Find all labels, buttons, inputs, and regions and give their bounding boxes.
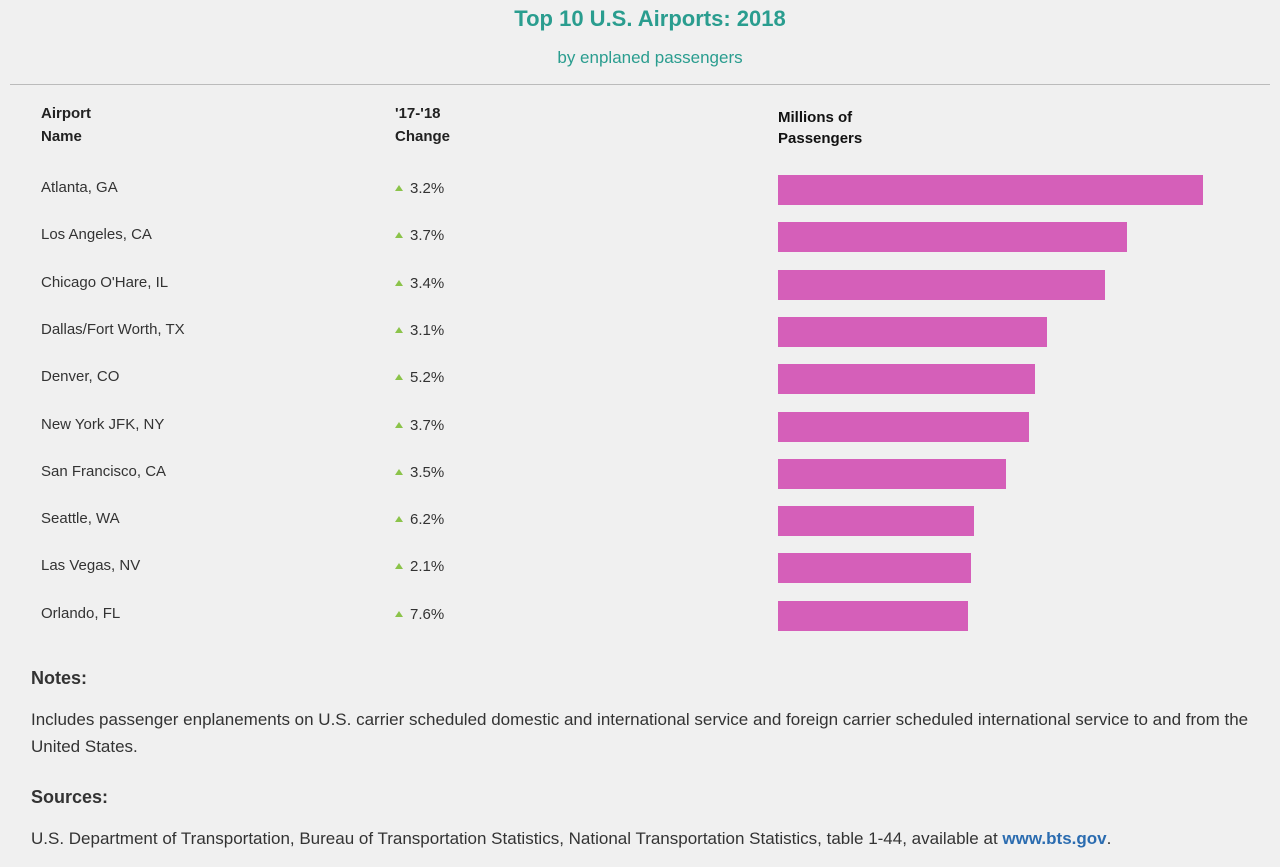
- change-cell: 3.2%: [395, 180, 444, 197]
- up-triangle-icon: [395, 610, 403, 617]
- notes-text: Includes passenger enplanements on U.S. …: [31, 710, 1249, 756]
- up-triangle-icon: [395, 185, 403, 191]
- chart-title: Top 10 U.S. Airports: 2018: [514, 6, 786, 31]
- table-row: New York JFK, NY 3.7%: [0, 411, 1280, 442]
- table-row: Atlanta, GA 3.2%: [0, 175, 1280, 205]
- passenger-bar: [778, 269, 1105, 300]
- change-cell: 3.4%: [395, 275, 444, 292]
- chart-rows: Atlanta, GA 3.2% Los Angeles, CA 3.7% Chicag…: [0, 175, 1280, 631]
- change-value: 3.2%: [410, 180, 445, 197]
- column-header-millions-line1: Millions of: [778, 109, 853, 126]
- table-row: Orlando, FL 7.6%: [0, 600, 1280, 631]
- column-header-change: '17-'18 Change: [395, 102, 515, 148]
- passenger-bar: [778, 458, 1006, 489]
- change-value: 5.2%: [410, 369, 445, 387]
- passenger-bar: [778, 600, 969, 631]
- column-header-airport: Airport Name: [41, 102, 161, 148]
- change-value: 2.1%: [410, 558, 445, 576]
- change-value: 6.2%: [410, 511, 445, 529]
- divider: [10, 84, 1270, 85]
- column-header-millions: Millions of Passengers: [778, 107, 938, 149]
- notes-heading: Notes:: [31, 668, 88, 688]
- change-value: 3.4%: [410, 274, 445, 292]
- airport-name: Chicago O'Hare, IL: [41, 273, 169, 291]
- airport-name: Las Vegas, NV: [41, 557, 141, 575]
- table-row: Los Angeles, CA 3.7%: [0, 222, 1280, 253]
- passenger-bar: [778, 222, 1127, 253]
- airport-name: Orlando, FL: [41, 604, 121, 622]
- change-cell: 2.1%: [395, 558, 444, 575]
- passenger-bar: [778, 175, 1204, 205]
- airport-name: Dallas/Fort Worth, TX: [41, 320, 185, 338]
- change-cell: 6.2%: [395, 511, 444, 528]
- airport-name: New York JFK, NY: [41, 415, 165, 433]
- up-triangle-icon: [395, 374, 403, 381]
- column-header-change-line2: Change: [395, 128, 451, 145]
- change-cell: 3.7%: [395, 417, 444, 434]
- up-triangle-icon: [395, 516, 403, 523]
- change-cell: 3.1%: [395, 322, 444, 339]
- airport-name: Los Angeles, CA: [41, 226, 152, 244]
- up-triangle-icon: [395, 232, 403, 239]
- change-value: 3.7%: [410, 227, 445, 245]
- airport-name: Seattle, WA: [41, 510, 120, 528]
- sources-heading: Sources:: [31, 787, 109, 807]
- column-header-change-line1: '17-'18: [395, 105, 441, 122]
- change-value: 3.1%: [410, 321, 445, 339]
- up-triangle-icon: [395, 468, 403, 475]
- change-cell: 7.6%: [395, 606, 444, 623]
- sources-end: .: [1106, 829, 1112, 848]
- sources-text: U.S. Department of Transportation, Burea…: [31, 825, 1271, 852]
- change-value: 3.5%: [410, 463, 445, 481]
- table-row: Denver, CO 5.2%: [0, 364, 1280, 395]
- passenger-bar: [778, 364, 1036, 395]
- airport-name: San Francisco, CA: [41, 462, 167, 480]
- column-header-airport-line1: Airport: [41, 105, 91, 122]
- change-cell: 5.2%: [395, 369, 444, 386]
- bts-link[interactable]: www.bts.gov: [1002, 829, 1107, 848]
- column-header-millions-line2: Passengers: [778, 130, 863, 147]
- change-value: 3.7%: [410, 416, 445, 434]
- up-triangle-icon: [395, 563, 403, 570]
- up-triangle-icon: [395, 279, 403, 286]
- change-value: 7.6%: [410, 605, 445, 623]
- column-header-airport-line2: Name: [41, 128, 82, 145]
- passenger-bar: [778, 506, 974, 537]
- up-triangle-icon: [395, 326, 403, 333]
- airport-name: Denver, CO: [41, 368, 120, 386]
- change-cell: 3.7%: [395, 227, 444, 244]
- table-row: Dallas/Fort Worth, TX 3.1%: [0, 316, 1280, 347]
- table-row: Seattle, WA 6.2%: [0, 506, 1280, 537]
- change-cell: 3.5%: [395, 464, 444, 481]
- table-row: Chicago O'Hare, IL 3.4%: [0, 269, 1280, 300]
- airport-name: Atlanta, GA: [41, 179, 118, 196]
- table-row: San Francisco, CA 3.5%: [0, 458, 1280, 489]
- sources-body: U.S. Department of Transportation, Burea…: [31, 829, 1003, 848]
- passenger-bar: [778, 316, 1047, 347]
- up-triangle-icon: [395, 421, 403, 428]
- table-row: Las Vegas, NV 2.1%: [0, 553, 1280, 584]
- passenger-bar: [778, 411, 1029, 442]
- chart-subtitle: by enplaned passengers: [557, 48, 743, 67]
- passenger-bar: [778, 553, 972, 584]
